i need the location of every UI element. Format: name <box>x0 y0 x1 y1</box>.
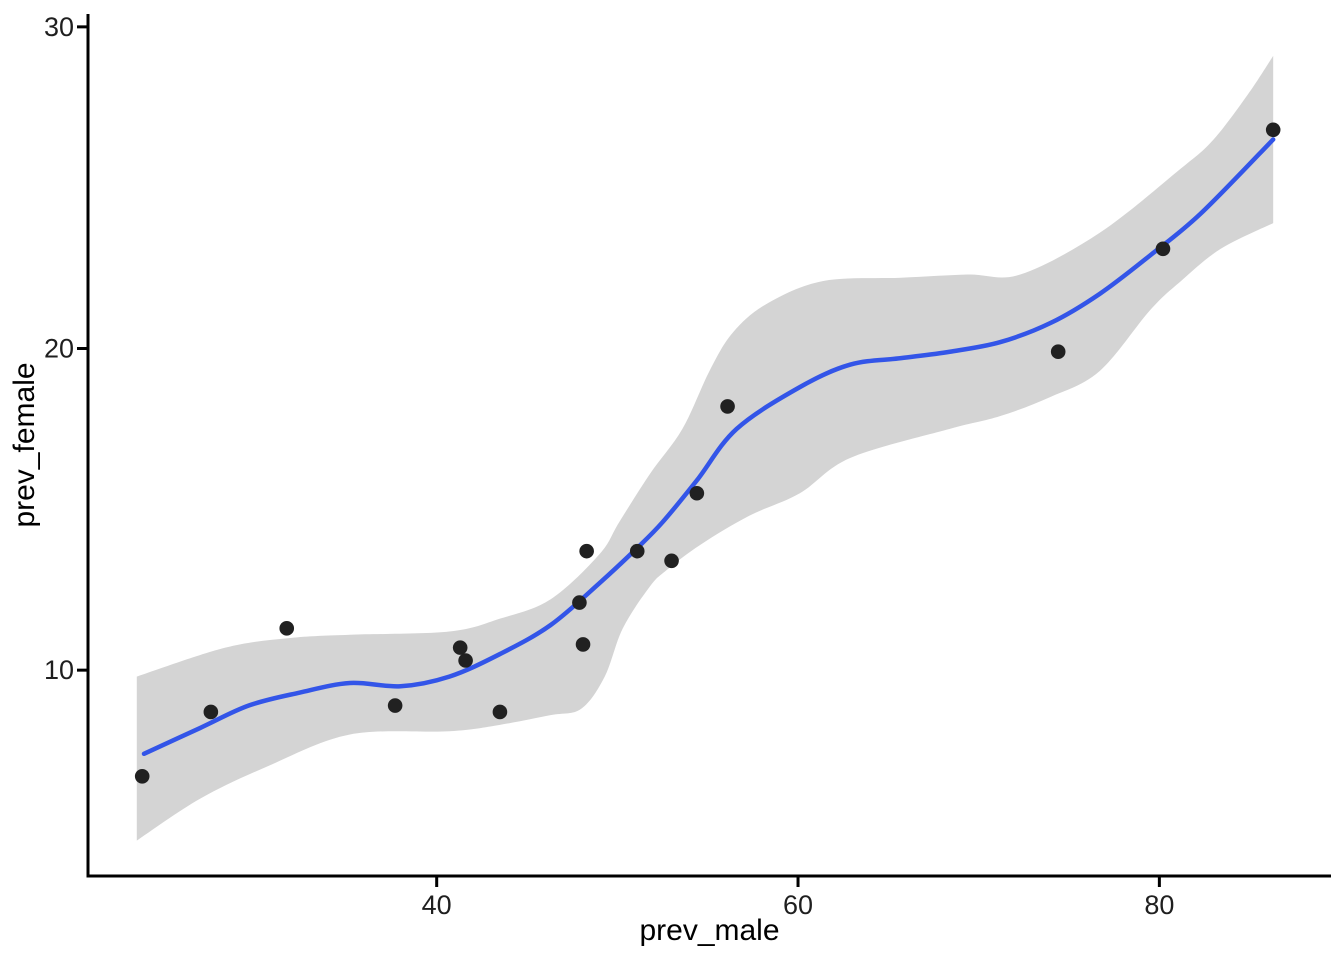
data-point <box>664 553 679 569</box>
smooth-line <box>141 137 1276 757</box>
x-axis-title: prev_male <box>639 914 779 947</box>
data-point <box>203 704 219 720</box>
confidence-ribbon <box>136 55 1274 841</box>
data-point <box>1155 241 1171 257</box>
y-axis-title: prev_female <box>8 362 41 527</box>
data-point <box>1050 344 1066 360</box>
data-point <box>492 704 508 720</box>
data-point <box>579 543 594 559</box>
y-tick-label: 30 <box>44 12 74 42</box>
data-point <box>452 640 468 655</box>
y-tick-label: 10 <box>44 655 74 685</box>
data-point <box>279 621 295 636</box>
data-point <box>629 543 645 559</box>
x-tick-label: 60 <box>783 890 813 920</box>
x-tick-label: 80 <box>1144 890 1174 920</box>
data-point <box>387 698 403 713</box>
data-point <box>689 485 705 501</box>
data-point <box>458 653 473 668</box>
data-point <box>572 595 587 610</box>
y-tick-label: 20 <box>44 334 74 364</box>
data-point <box>1265 122 1281 138</box>
data-point <box>134 768 150 784</box>
data-point <box>575 637 591 652</box>
data-point <box>720 399 735 414</box>
x-tick-label: 40 <box>422 890 452 920</box>
